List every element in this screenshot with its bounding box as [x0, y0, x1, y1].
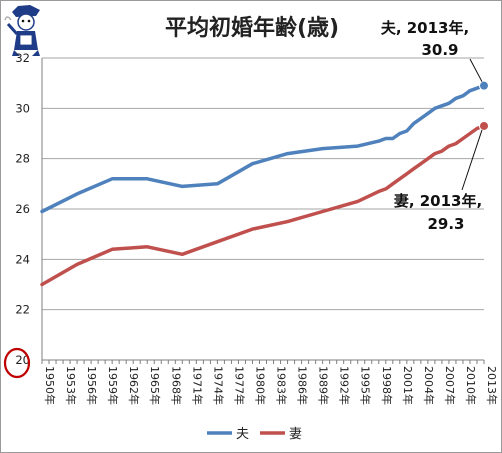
- x-tick-label: 1992年: [338, 366, 352, 405]
- series-line-wife: [40, 124, 486, 287]
- y-tick-label: 30: [15, 101, 30, 115]
- x-tick-label: 1965年: [148, 366, 162, 405]
- y-tick-label: 24: [15, 252, 30, 266]
- x-tick-label: 1956年: [85, 366, 99, 405]
- annotation-husband: 夫, 2013年, 30.9: [381, 19, 483, 82]
- grid: [42, 57, 484, 311]
- mascot-icon: [4, 5, 40, 56]
- y-tick-label: 32: [15, 51, 30, 65]
- x-tick-label: 2001年: [401, 366, 415, 405]
- x-tick-label: 1959年: [106, 366, 120, 405]
- x-tick-label: 1986年: [296, 366, 310, 405]
- series-layer: [40, 80, 489, 287]
- x-tick-label: 1980年: [253, 366, 267, 405]
- y-tick-label: 22: [15, 303, 30, 317]
- series-line-husband: [40, 83, 486, 214]
- series-end-marker: [479, 80, 489, 91]
- x-tick-label: 1962年: [127, 366, 141, 405]
- x-tick-label: 1983年: [275, 366, 289, 405]
- x-tick-label: 2010年: [464, 366, 478, 405]
- x-tick-label: 1998年: [380, 366, 394, 405]
- x-tick-label: 2013年: [485, 366, 499, 405]
- y-tick-label: 28: [15, 152, 30, 166]
- series-end-marker: [479, 120, 489, 131]
- annotation-husband-line1: 夫, 2013年,: [381, 19, 469, 37]
- legend-label-wife: 妻: [289, 427, 302, 442]
- x-tick-label: 2007年: [443, 366, 457, 405]
- x-tick-label: 1971年: [190, 366, 204, 405]
- x-tick-label: 1953年: [64, 366, 78, 405]
- legend-label-husband: 夫: [236, 427, 249, 442]
- annotation-wife-line2: 29.3: [427, 215, 464, 233]
- annotation-husband-leader: [469, 58, 483, 82]
- y-axis-origin-highlight: [3, 347, 31, 379]
- annotation-wife-line1: 妻, 2013年,: [394, 192, 482, 210]
- y-axis-ticks: 20 22 24 26 28 30 32: [3, 51, 31, 379]
- x-tick-label: 1995年: [359, 366, 373, 405]
- x-tick-label: 1950年: [43, 366, 57, 405]
- x-tick-label: 1977年: [232, 366, 246, 405]
- annotation-wife-leader: [461, 129, 483, 191]
- x-axis: 1950年 1953年 1956年 1959年 1962年 1965年 1968年 1971年…: [41, 58, 499, 405]
- annotation-wife: 妻, 2013年, 29.3: [394, 129, 483, 233]
- y-tick-label: 20: [15, 353, 30, 367]
- legend: 夫 妻: [207, 427, 302, 442]
- annotation-husband-line2: 30.9: [421, 41, 458, 59]
- y-tick-label: 26: [15, 202, 30, 216]
- x-tick-label: 1968年: [169, 366, 183, 405]
- x-tick-label: 1974年: [211, 366, 225, 405]
- chart-title: 平均初婚年齢(歳): [165, 15, 339, 41]
- x-tick-label: 1989年: [317, 366, 331, 405]
- x-tick-label: 2004年: [422, 366, 436, 405]
